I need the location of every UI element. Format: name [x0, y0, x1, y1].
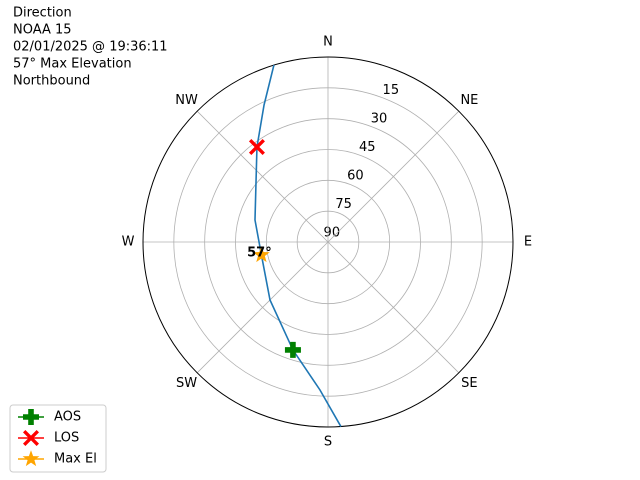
theta-tick-label: W: [122, 235, 135, 250]
r-tick-label: 15: [383, 83, 400, 98]
title-line: 02/01/2025 @ 19:36:11: [13, 40, 168, 55]
title-line: NOAA 15: [13, 23, 72, 38]
theta-tick-label: S: [324, 435, 332, 450]
grid-spoke: [327, 241, 460, 374]
legend-label: Max El: [54, 452, 97, 467]
theta-tick-label: NW: [175, 93, 198, 108]
theta-tick-label: SE: [461, 376, 477, 391]
legend: AOS LOS Max El: [9, 404, 107, 473]
theta-tick-label: SW: [176, 376, 197, 391]
r-tick-label: 45: [359, 140, 376, 155]
r-tick-label: 75: [335, 197, 352, 212]
r-tick-label: 60: [347, 168, 364, 183]
theta-tick-label: E: [524, 235, 532, 250]
legend-label: LOS: [54, 431, 79, 446]
marker: [284, 341, 301, 358]
marker: [22, 450, 40, 467]
legend-box: [9, 404, 107, 473]
marker: [23, 430, 39, 446]
title-line: Northbound: [13, 74, 90, 89]
marker: [253, 246, 270, 263]
legend-label: AOS: [54, 410, 81, 425]
marker: [23, 409, 39, 425]
grid-spoke: [196, 241, 329, 374]
title-line: 57° Max Elevation: [13, 57, 132, 72]
annotation: 57°: [247, 245, 272, 260]
title-line: Direction: [13, 6, 72, 21]
grid-spoke: [196, 110, 329, 243]
polar-frame: [142, 56, 514, 428]
r-tick-label: 30: [371, 111, 388, 126]
grid-spoke: [327, 110, 460, 243]
marker: [248, 139, 265, 156]
theta-tick-label: N: [323, 35, 333, 50]
theta-tick-label: NE: [460, 93, 478, 108]
